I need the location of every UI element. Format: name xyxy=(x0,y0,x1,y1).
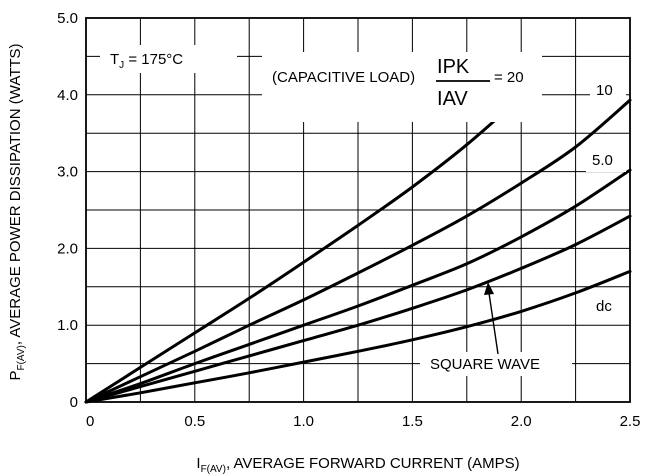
label-10-mask xyxy=(590,78,626,102)
x-axis-title: IF(AV), AVERAGE FORWARD CURRENT (AMPS) xyxy=(196,455,519,475)
x-tick-label: 1.0 xyxy=(293,413,314,430)
series-line-0 xyxy=(84,95,523,404)
series-line-4 xyxy=(84,269,632,404)
y-tick-label: 3.0 xyxy=(57,164,78,181)
series-line-2 xyxy=(84,168,632,404)
square-wave-mask xyxy=(420,352,572,376)
curve-label-5: 5.0 xyxy=(592,152,613,169)
curve-label-dc: dc xyxy=(596,298,612,315)
tj-label-mask xyxy=(100,45,237,73)
series-line-3 xyxy=(84,214,632,404)
y-tick-labels: 0 1.0 2.0 3.0 4.0 5.0 xyxy=(57,10,78,411)
plot-frame xyxy=(85,17,631,403)
x-tick-label: 2.0 xyxy=(511,413,532,430)
iav-label: IAV xyxy=(437,88,468,110)
y-tick-label: 2.0 xyxy=(57,240,78,257)
x-tick-label: 0.5 xyxy=(184,413,205,430)
ipk-label: IPK xyxy=(437,56,470,78)
series-curves xyxy=(84,95,632,404)
series-line-1 xyxy=(84,98,632,404)
curve-label-10: 10 xyxy=(596,82,613,99)
ratio-equals-20: = 20 xyxy=(494,69,524,86)
square-wave-arrow-line xyxy=(488,292,499,355)
square-wave-label: SQUARE WAVE xyxy=(430,356,540,373)
y-tick-label: 1.0 xyxy=(57,317,78,334)
y-axis-title: PF(AV), AVERAGE POWER DISSIPATION (WATTS… xyxy=(7,43,27,380)
y-tick-label: 4.0 xyxy=(57,87,78,104)
ratio-label-mask xyxy=(262,52,542,122)
x-tick-label: 1.5 xyxy=(402,413,423,430)
y-tick-label: 0 xyxy=(70,394,78,411)
x-tick-label: 2.5 xyxy=(620,413,641,430)
label-5-mask xyxy=(586,148,626,172)
x-tick-labels: 0 0.5 1.0 1.5 2.0 2.5 xyxy=(86,413,640,430)
label-dc-mask xyxy=(590,294,624,318)
x-tick-label: 0 xyxy=(86,413,94,430)
square-wave-arrow-head xyxy=(484,282,494,295)
capacitive-load-label: (CAPACITIVE LOAD) xyxy=(272,69,415,86)
tj-annotation: TJ = 175°C xyxy=(110,51,183,71)
y-tick-label: 5.0 xyxy=(57,10,78,27)
